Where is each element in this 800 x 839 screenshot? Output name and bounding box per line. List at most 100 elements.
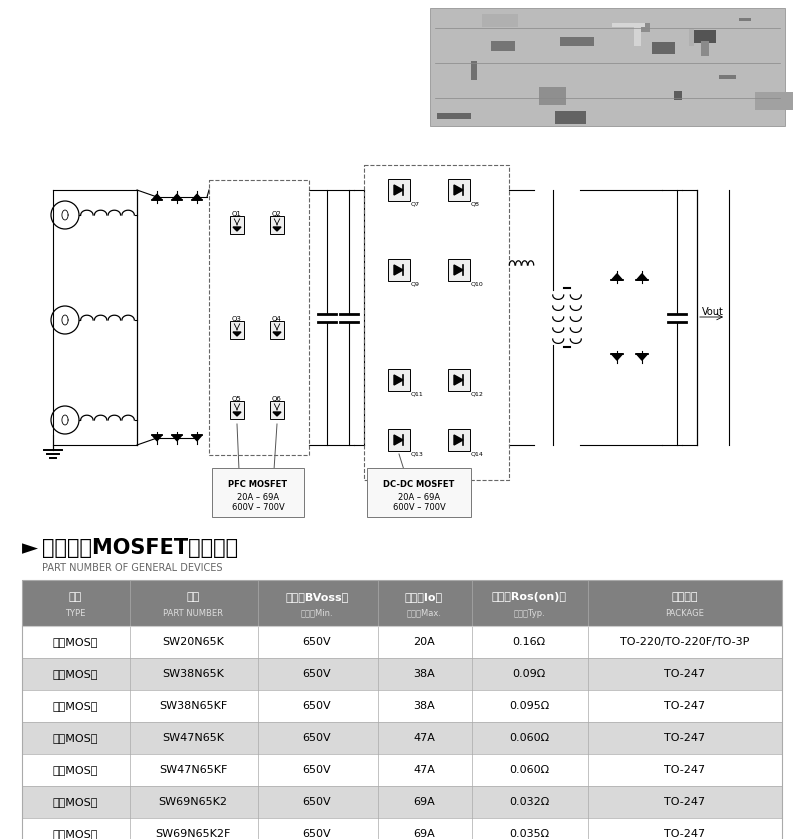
Bar	[482, 14, 518, 28]
Polygon shape	[172, 435, 182, 440]
Text: 38A: 38A	[413, 669, 435, 679]
Bar	[448, 369, 470, 391]
Text: 650V: 650V	[302, 637, 331, 647]
Bar	[22, 818, 782, 839]
Bar	[388, 369, 410, 391]
FancyBboxPatch shape	[212, 468, 304, 517]
Text: ►: ►	[22, 538, 38, 558]
Polygon shape	[637, 274, 648, 280]
Text: Q3: Q3	[232, 316, 242, 322]
Bar	[22, 786, 782, 818]
Text: 0.035Ω: 0.035Ω	[509, 829, 549, 839]
Bar	[448, 179, 470, 201]
Polygon shape	[454, 265, 463, 275]
Text: Q10: Q10	[471, 281, 484, 286]
Text: Q4: Q4	[272, 316, 282, 322]
Bar	[22, 626, 782, 658]
Polygon shape	[192, 435, 202, 440]
Text: 0.16Ω: 0.16Ω	[513, 637, 546, 647]
Bar	[22, 754, 782, 786]
Bar	[635, 23, 650, 32]
Text: 封装形式: 封装形式	[672, 592, 698, 602]
Text: Q6: Q6	[272, 396, 282, 402]
Text: SW20N65K: SW20N65K	[162, 637, 224, 647]
Bar	[560, 37, 594, 46]
Polygon shape	[152, 435, 162, 440]
Text: 0.09Ω: 0.09Ω	[512, 669, 546, 679]
Bar	[448, 429, 470, 451]
Text: 69A: 69A	[413, 797, 435, 807]
Text: SW69N65K2F: SW69N65K2F	[155, 829, 230, 839]
Text: SW47N65KF: SW47N65KF	[159, 765, 227, 775]
Text: DC-DC MOSFET: DC-DC MOSFET	[383, 480, 454, 489]
Bar	[739, 18, 750, 21]
Text: Vout: Vout	[702, 307, 724, 317]
Text: 650V: 650V	[302, 765, 331, 775]
Text: TO-247: TO-247	[665, 765, 706, 775]
Polygon shape	[637, 354, 648, 360]
Bar	[22, 658, 782, 690]
Text: 47A: 47A	[413, 765, 435, 775]
Text: PART NUMBER: PART NUMBER	[163, 608, 223, 618]
Text: 20A: 20A	[413, 637, 435, 647]
Text: TO-247: TO-247	[665, 829, 706, 839]
Bar	[755, 91, 793, 110]
Polygon shape	[454, 435, 463, 445]
Text: 常用超结MOSFET器件型号: 常用超结MOSFET器件型号	[42, 538, 238, 558]
Bar	[22, 580, 782, 839]
Bar	[448, 259, 470, 281]
Polygon shape	[233, 227, 241, 231]
Bar	[555, 111, 586, 124]
Text: 0.032Ω: 0.032Ω	[509, 797, 549, 807]
Text: Q12: Q12	[471, 391, 484, 396]
Polygon shape	[454, 375, 463, 385]
Text: 最大值Max.: 最大值Max.	[406, 608, 442, 618]
Bar	[22, 690, 782, 722]
Text: 超结MOS管: 超结MOS管	[52, 669, 98, 679]
Text: TYPE: TYPE	[65, 608, 85, 618]
Bar	[539, 86, 566, 105]
Text: 650V: 650V	[302, 701, 331, 711]
Bar	[693, 29, 716, 43]
Text: 0.095Ω: 0.095Ω	[509, 701, 549, 711]
Polygon shape	[273, 412, 281, 416]
Text: 650V: 650V	[302, 829, 331, 839]
Text: Q14: Q14	[471, 451, 484, 456]
Polygon shape	[233, 332, 241, 336]
Bar	[270, 216, 283, 234]
Polygon shape	[394, 435, 403, 445]
Text: 0.060Ω: 0.060Ω	[509, 765, 549, 775]
Bar	[270, 321, 283, 339]
Polygon shape	[233, 412, 241, 416]
Text: 650V: 650V	[302, 669, 331, 679]
Polygon shape	[192, 194, 202, 200]
Bar	[230, 216, 243, 234]
Text: 38A: 38A	[413, 701, 435, 711]
Text: PFC MOSFET: PFC MOSFET	[229, 480, 287, 489]
Text: 600V – 700V: 600V – 700V	[393, 503, 446, 512]
Text: 650V: 650V	[302, 797, 331, 807]
Bar	[612, 23, 645, 28]
Text: Q9: Q9	[411, 281, 420, 286]
Polygon shape	[611, 354, 622, 360]
Polygon shape	[394, 375, 403, 385]
Text: 69A: 69A	[413, 829, 435, 839]
Text: 超结MOS管: 超结MOS管	[52, 701, 98, 711]
Bar	[22, 580, 782, 626]
Text: 600V – 700V: 600V – 700V	[232, 503, 284, 512]
Polygon shape	[273, 332, 281, 336]
Text: 0.060Ω: 0.060Ω	[509, 733, 549, 743]
Polygon shape	[454, 185, 463, 195]
Bar	[230, 401, 243, 419]
Text: SW38N65KF: SW38N65KF	[159, 701, 227, 711]
Bar	[674, 91, 682, 101]
Bar	[719, 76, 736, 80]
Text: 超结MOS管: 超结MOS管	[52, 829, 98, 839]
Text: TO-247: TO-247	[665, 733, 706, 743]
Polygon shape	[273, 227, 281, 231]
Bar	[209, 180, 309, 455]
Text: 耐压［BVoss］: 耐压［BVoss］	[286, 592, 349, 602]
Polygon shape	[152, 194, 162, 200]
Text: Q11: Q11	[411, 391, 424, 396]
Text: 超结MOS管: 超结MOS管	[52, 765, 98, 775]
